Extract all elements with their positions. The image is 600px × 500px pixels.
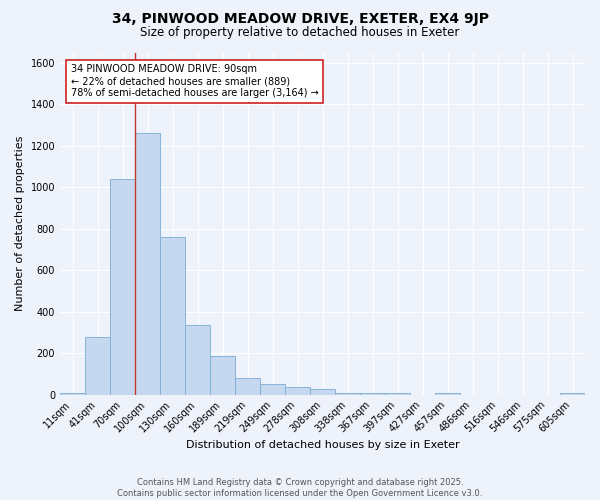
Bar (335, 392, 360, 394)
Bar (110, 179, 135, 394)
Bar (385, 392, 410, 394)
Text: Contains HM Land Registry data © Crown copyright and database right 2025.
Contai: Contains HM Land Registry data © Crown c… (118, 478, 482, 498)
Bar (310, 390, 335, 394)
Bar (285, 386, 310, 394)
Bar (235, 378, 260, 394)
Bar (260, 384, 285, 394)
Y-axis label: Number of detached properties: Number of detached properties (15, 136, 25, 311)
Bar (360, 393, 385, 394)
Bar (160, 237, 185, 394)
Bar (210, 356, 235, 395)
Bar (560, 392, 585, 394)
Bar (435, 392, 460, 394)
Text: 34 PINWOOD MEADOW DRIVE: 90sqm
← 22% of detached houses are smaller (889)
78% of: 34 PINWOOD MEADOW DRIVE: 90sqm ← 22% of … (71, 64, 318, 98)
Bar (185, 325, 210, 394)
Text: Size of property relative to detached houses in Exeter: Size of property relative to detached ho… (140, 26, 460, 39)
X-axis label: Distribution of detached houses by size in Exeter: Distribution of detached houses by size … (186, 440, 460, 450)
Text: 34, PINWOOD MEADOW DRIVE, EXETER, EX4 9JP: 34, PINWOOD MEADOW DRIVE, EXETER, EX4 9J… (112, 12, 488, 26)
Bar (85, 336, 110, 394)
Bar (135, 134, 160, 394)
Bar (60, 392, 85, 394)
